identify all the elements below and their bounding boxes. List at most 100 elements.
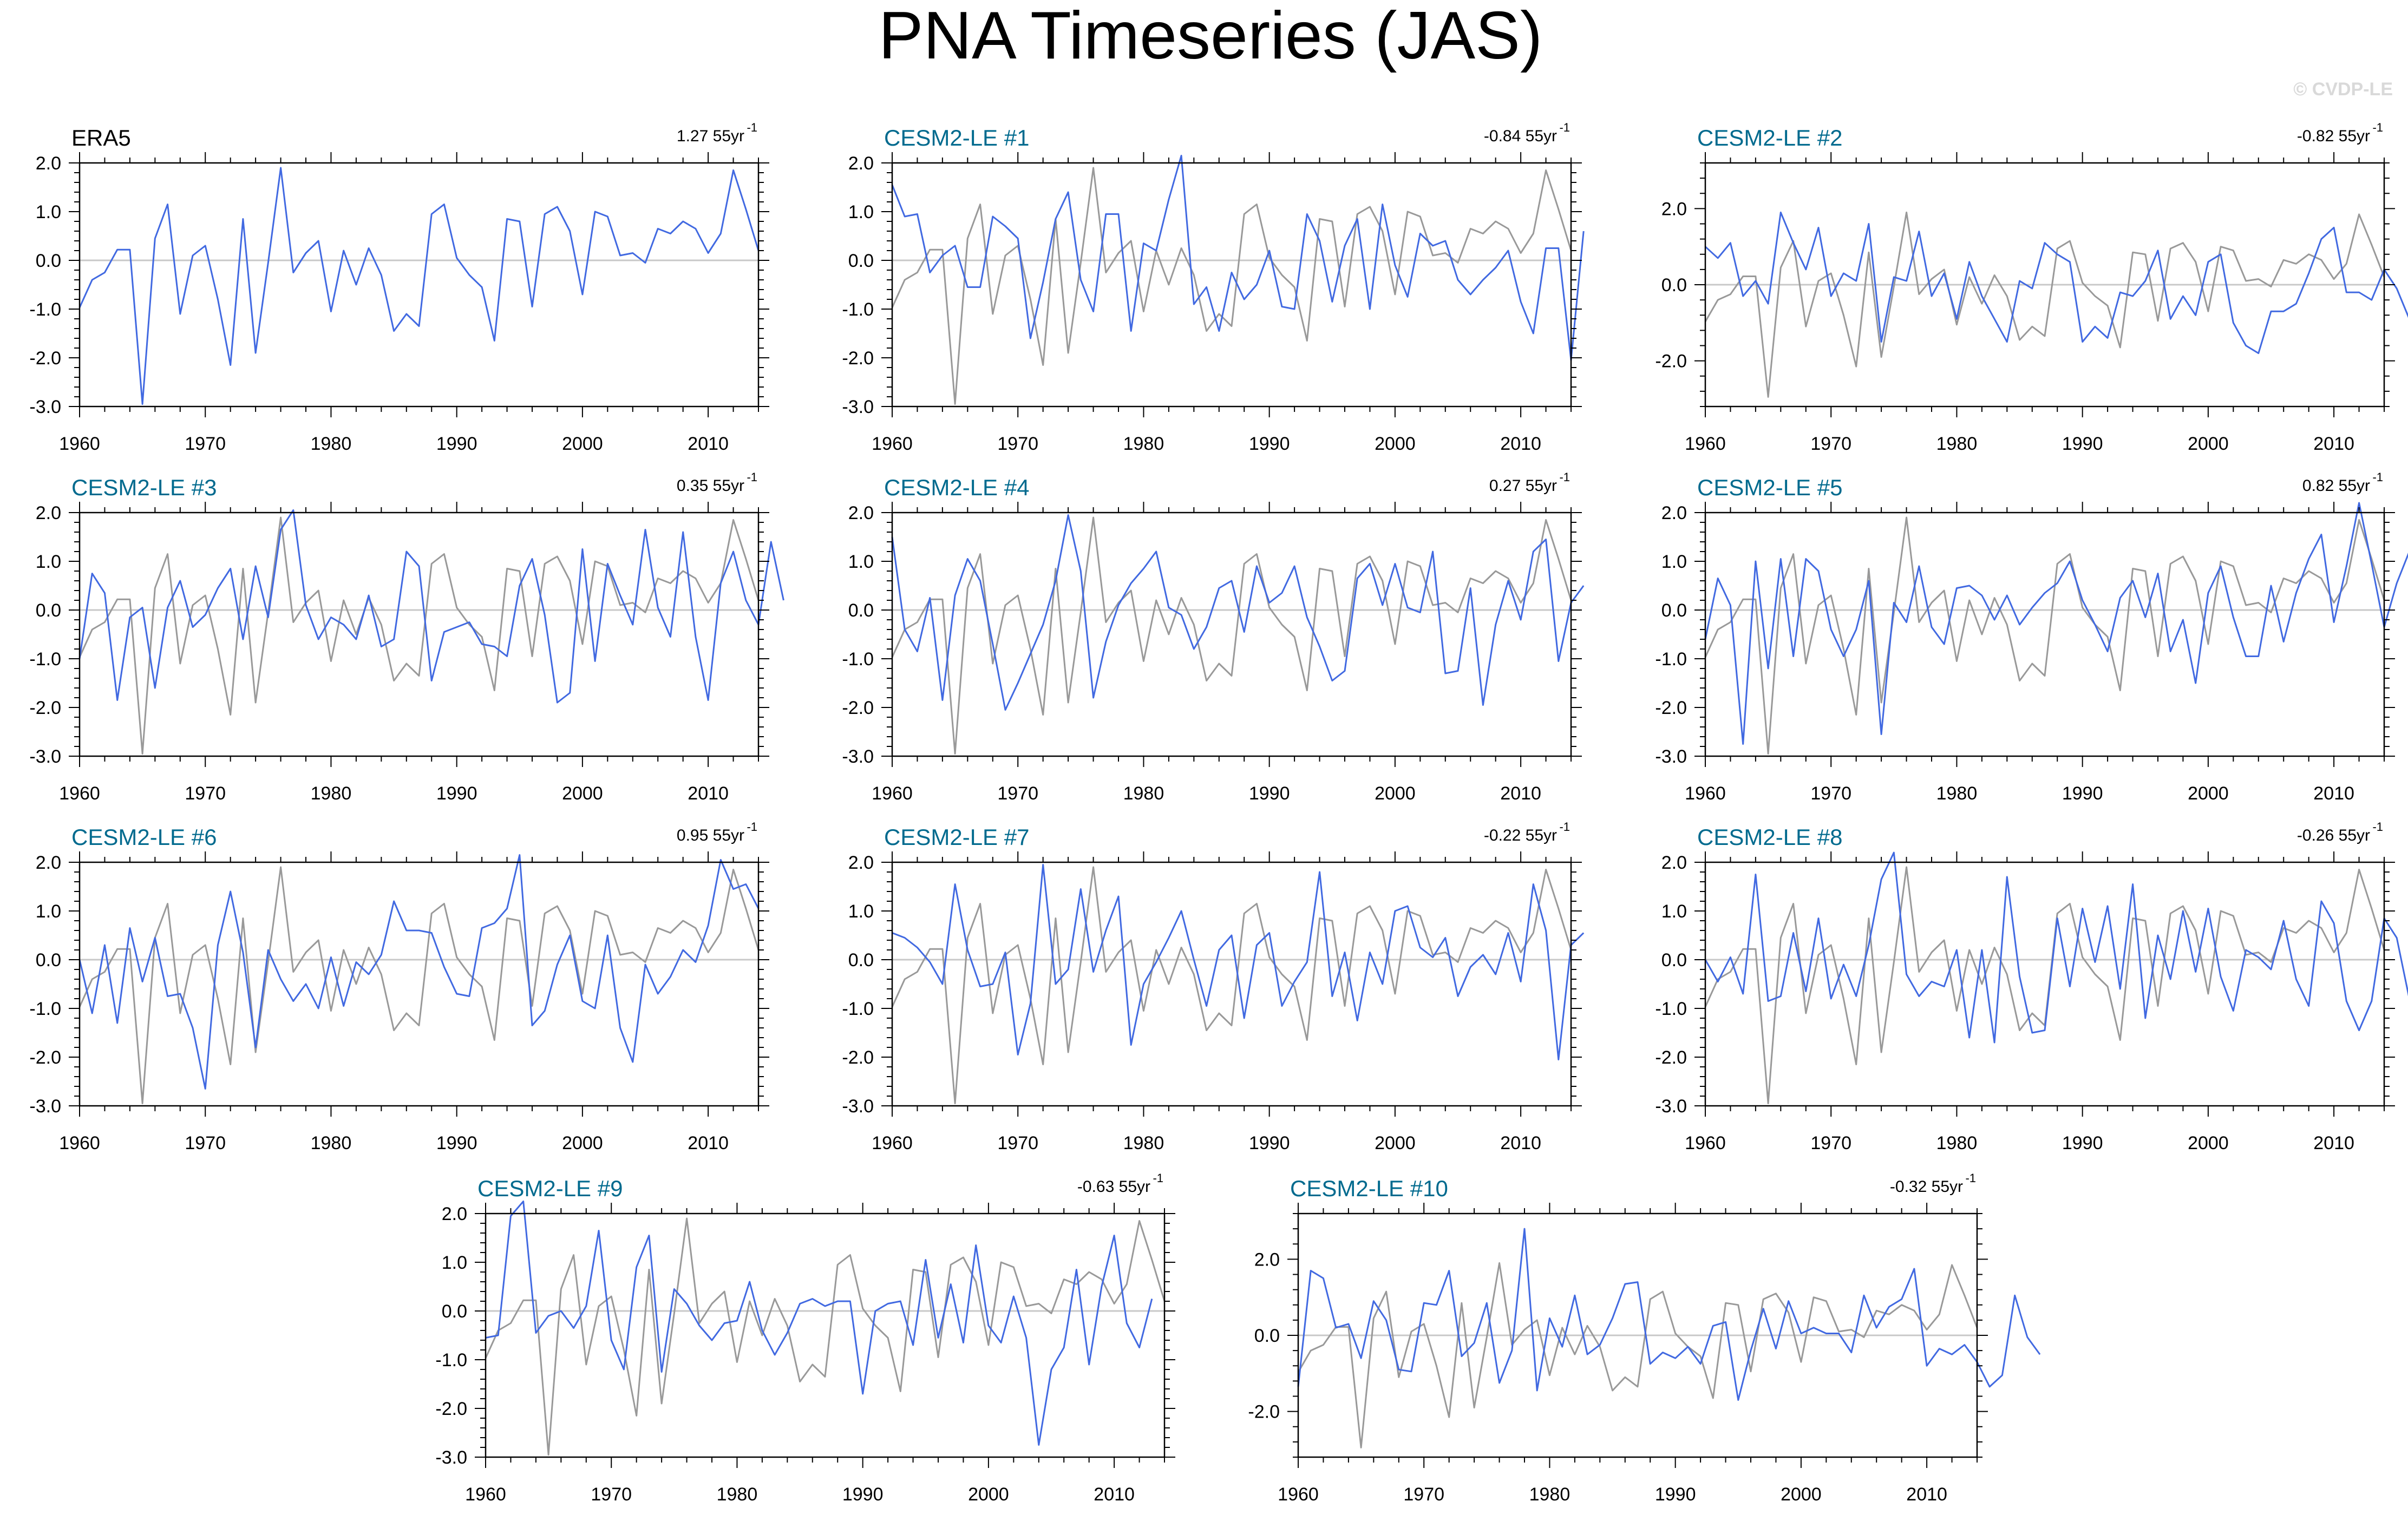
x-tick-label: 1960 xyxy=(1278,1484,1319,1505)
plot-frame xyxy=(485,1212,1166,1458)
panel-10: 1960 1970 1980 1990 2000 2010 2.0 1.0 0.0 -1.0 -2.… xyxy=(435,1171,1175,1505)
trend-exponent: -1 xyxy=(747,121,757,134)
panel-4: 1960 1970 1980 1990 2000 2010 2.0 1.0 0.0 -1.0 -2.… xyxy=(29,470,784,804)
y-tick-label: 2.0 xyxy=(1661,503,1687,523)
x-tick-label: 1980 xyxy=(1123,434,1164,454)
y-tick-label: -3.0 xyxy=(435,1447,467,1468)
y-tick-label: 1.0 xyxy=(442,1253,467,1273)
x-tick-label: 2000 xyxy=(562,783,603,804)
x-tick-label: 1970 xyxy=(1810,434,1851,454)
x-tick-label: 2000 xyxy=(2188,434,2229,454)
x-tick-label: 1990 xyxy=(436,434,477,454)
plot-frame xyxy=(1704,861,2385,1107)
trend-exponent: -1 xyxy=(1153,1171,1163,1185)
series-line-obs xyxy=(891,516,1572,755)
trend-exponent: -1 xyxy=(747,820,757,834)
y-tick-label: -2.0 xyxy=(842,1047,874,1068)
panel-label: CESM2-LE #6 xyxy=(71,824,217,850)
y-tick-label: -2.0 xyxy=(1655,351,1687,372)
y-tick-label: 2.0 xyxy=(36,153,61,174)
y-tick-label: -2.0 xyxy=(842,348,874,369)
y-tick-label: 0.0 xyxy=(36,950,61,971)
trend-exponent: -1 xyxy=(2372,820,2383,834)
x-tick-label: 2000 xyxy=(1375,1133,1416,1153)
x-tick-label: 2010 xyxy=(688,783,729,804)
x-tick-label: 1990 xyxy=(2062,434,2103,454)
x-tick-label: 1960 xyxy=(59,434,100,454)
y-tick-label: 1.0 xyxy=(848,552,874,572)
x-tick-label: 1970 xyxy=(185,783,226,804)
y-tick-label: -2.0 xyxy=(29,348,61,369)
x-tick-label: 1980 xyxy=(717,1484,758,1505)
x-tick-label: 2000 xyxy=(562,1133,603,1153)
panel-label: CESM2-LE #1 xyxy=(884,125,1029,150)
x-tick-label: 2010 xyxy=(1500,1133,1541,1153)
x-tick-label: 2010 xyxy=(2313,434,2354,454)
y-tick-label: 2.0 xyxy=(442,1204,467,1224)
y-tick-label: 1.0 xyxy=(36,202,61,222)
series-line-member xyxy=(891,155,1585,361)
plot-frame xyxy=(1704,512,2385,757)
x-tick-label: 2000 xyxy=(1781,1484,1822,1505)
figure-title: PNA Timeseries (JAS) xyxy=(879,0,1543,73)
x-tick-label: 1960 xyxy=(872,434,913,454)
x-tick-label: 1990 xyxy=(2062,1133,2103,1153)
trend-value: 0.35 55yr xyxy=(677,477,744,495)
x-tick-label: 1990 xyxy=(436,1133,477,1153)
x-tick-label: 1980 xyxy=(311,434,352,454)
y-tick-label: -2.0 xyxy=(435,1399,467,1419)
x-tick-label: 1980 xyxy=(311,1133,352,1153)
x-tick-label: 1990 xyxy=(436,783,477,804)
panel-label: ERA5 xyxy=(71,125,131,150)
y-tick-label: -1.0 xyxy=(29,299,61,320)
y-tick-label: 1.0 xyxy=(848,901,874,922)
y-tick-label: 2.0 xyxy=(1661,853,1687,873)
x-tick-label: 1980 xyxy=(1936,1133,1978,1153)
panel-label: CESM2-LE #8 xyxy=(1697,824,1842,850)
y-tick-label: 2.0 xyxy=(36,503,61,523)
x-tick-label: 1960 xyxy=(1685,1133,1726,1153)
trend-exponent: -1 xyxy=(1965,1171,1976,1185)
y-tick-label: 0.0 xyxy=(1661,275,1687,296)
panel-label: CESM2-LE #4 xyxy=(884,475,1029,500)
x-tick-label: 1960 xyxy=(1685,434,1726,454)
y-tick-label: -3.0 xyxy=(29,397,61,417)
y-tick-label: -1.0 xyxy=(842,649,874,670)
series-line-obs xyxy=(891,866,1572,1104)
trend-value: 1.27 55yr xyxy=(677,127,744,145)
y-tick-label: -2.0 xyxy=(1655,1047,1687,1068)
plot-frame xyxy=(78,162,760,408)
y-tick-label: -3.0 xyxy=(29,1096,61,1117)
x-tick-label: 2000 xyxy=(968,1484,1009,1505)
panel-8: 1960 1970 1980 1990 2000 2010 2.0 1.0 0.0 -1.0 -2.… xyxy=(842,820,1585,1153)
y-tick-label: 1.0 xyxy=(848,202,874,222)
x-tick-label: 1970 xyxy=(1810,1133,1851,1153)
y-tick-label: 0.0 xyxy=(848,251,874,271)
x-tick-label: 1990 xyxy=(1249,1133,1290,1153)
y-tick-label: -1.0 xyxy=(842,999,874,1019)
panel-1: 1960 1970 1980 1990 2000 2010 2.0 1.0 0.0 -1.0 -2.… xyxy=(29,121,769,454)
y-tick-label: -1.0 xyxy=(842,299,874,320)
trend-exponent: -1 xyxy=(1559,470,1570,484)
plot-frame xyxy=(78,861,760,1107)
trend-value: -0.22 55yr xyxy=(1484,827,1557,844)
y-tick-label: -1.0 xyxy=(29,649,61,670)
y-tick-label: 0.0 xyxy=(36,251,61,271)
x-tick-label: 1990 xyxy=(1655,1484,1696,1505)
series-line-obs xyxy=(485,1217,1166,1456)
panel-label: CESM2-LE #7 xyxy=(884,824,1029,850)
x-tick-label: 1980 xyxy=(1123,1133,1164,1153)
y-tick-label: -2.0 xyxy=(842,698,874,718)
panel-7: 1960 1970 1980 1990 2000 2010 2.0 1.0 0.0 -1.0 -2.… xyxy=(29,820,769,1153)
series-line-member xyxy=(892,864,1585,1060)
panel-9: 1960 1970 1980 1990 2000 2010 2.0 1.0 0.0 -1.0 -2.… xyxy=(1655,820,2408,1153)
trend-value: -0.84 55yr xyxy=(1484,127,1557,145)
y-tick-label: -3.0 xyxy=(1655,746,1687,767)
x-tick-label: 1960 xyxy=(1685,783,1726,804)
panel-label: CESM2-LE #10 xyxy=(1290,1176,1448,1201)
y-tick-label: -1.0 xyxy=(29,999,61,1019)
series-line-obs xyxy=(78,866,760,1104)
y-tick-label: -2.0 xyxy=(1248,1402,1280,1422)
y-tick-label: -2.0 xyxy=(1655,698,1687,718)
